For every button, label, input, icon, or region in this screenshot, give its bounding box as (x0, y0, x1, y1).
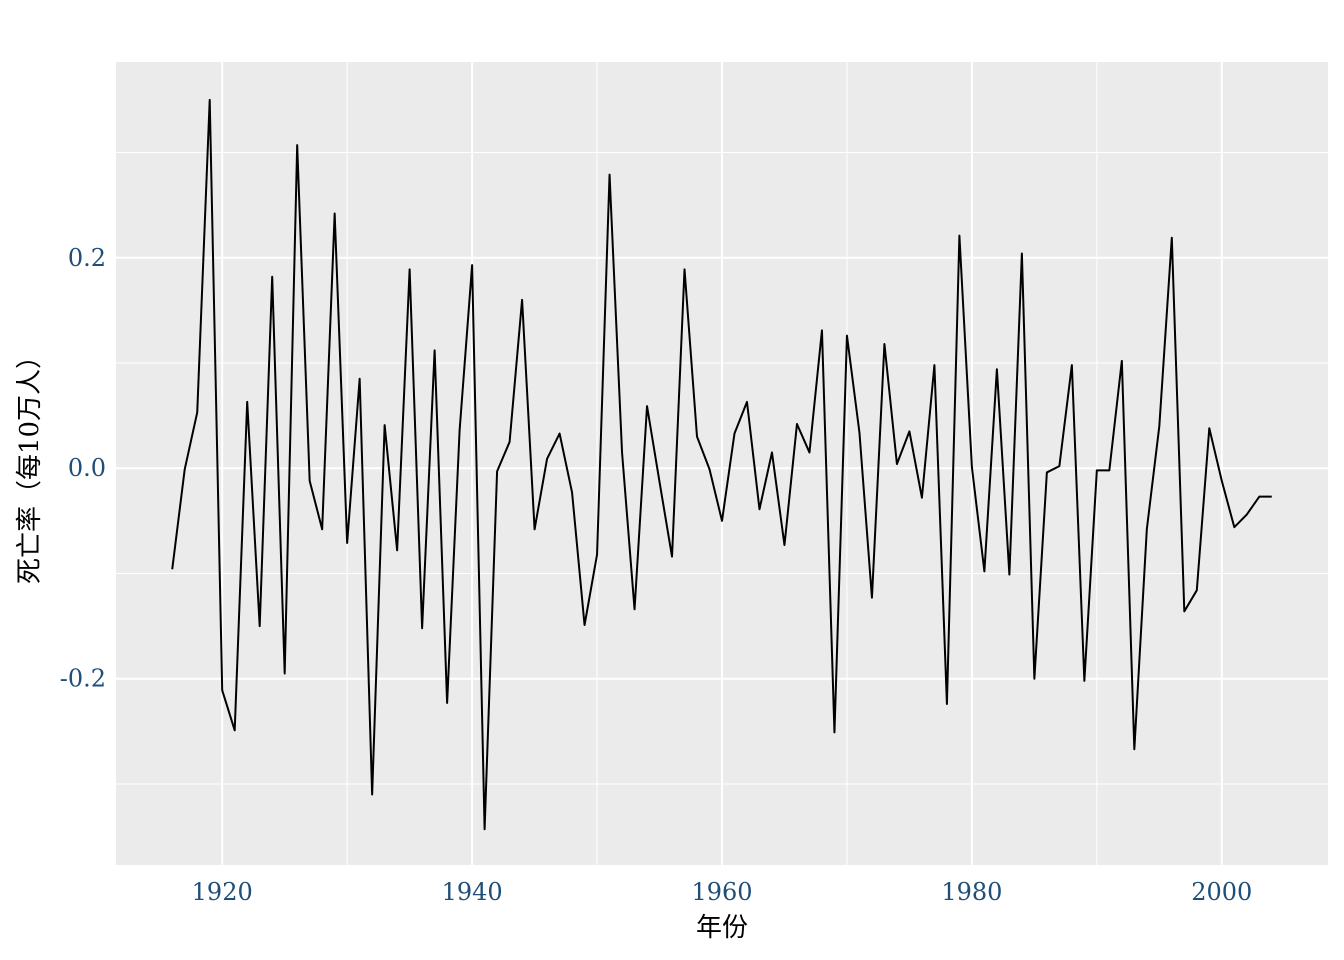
y-axis-ticks: -0.2 0.0 0.2 (60, 244, 106, 693)
y-axis-title: 死亡率（每10万人） (15, 343, 45, 584)
x-tick-label: 1920 (192, 878, 253, 906)
x-axis-title: 年份 (696, 913, 748, 943)
x-tick-label: 1960 (691, 878, 752, 906)
x-tick-label: 2000 (1191, 878, 1252, 906)
y-tick-label: 0.2 (68, 244, 106, 272)
series-line (171, 98, 1272, 831)
x-tick-label: 1980 (941, 878, 1002, 906)
y-tick-label: 0.0 (68, 454, 106, 482)
x-axis-ticks: 1920 1940 1960 1980 2000 (192, 878, 1253, 906)
y-tick-label: -0.2 (60, 665, 106, 693)
x-tick-label: 1940 (442, 878, 503, 906)
major-gridlines (116, 62, 1328, 865)
